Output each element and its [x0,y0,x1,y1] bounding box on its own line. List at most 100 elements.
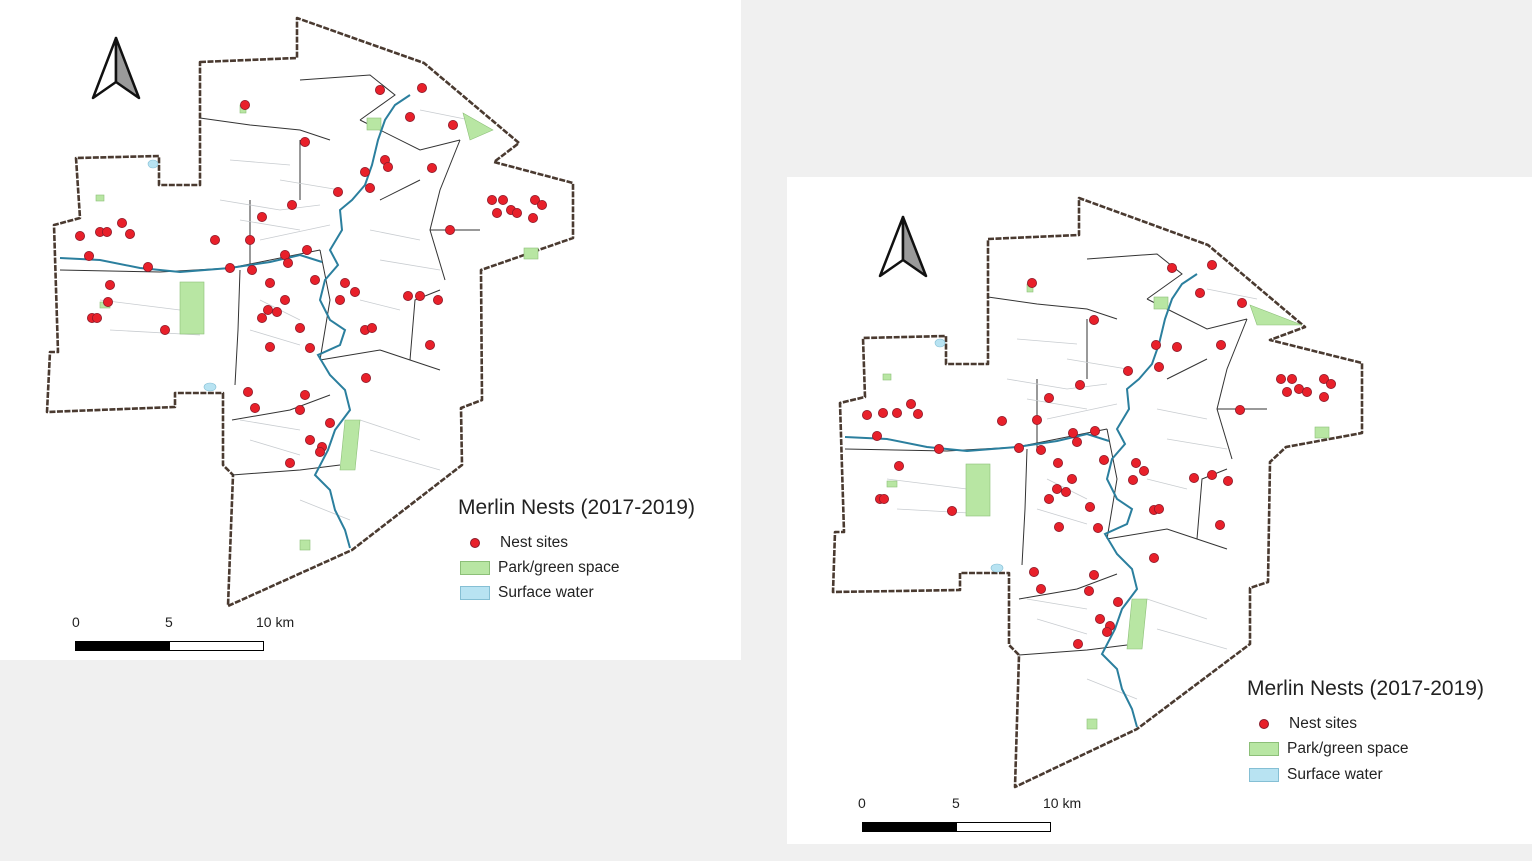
nest-site-marker [424,339,435,350]
nest-site-marker [299,136,310,147]
nest-site-marker [324,417,335,428]
map-canvas-left [45,16,575,608]
nest-site-marker [404,112,415,123]
nest-site-marker [1083,585,1094,596]
nest-site-marker [426,162,437,173]
nest-site-marker [512,207,523,218]
nest-site-marker [359,166,370,177]
nest-site-marker [1101,626,1112,637]
nest-site-marker [224,262,235,273]
nest-site-marker [142,261,153,272]
city-boundary [831,196,1364,789]
nest-site-marker [279,294,290,305]
map-canvas-right [831,196,1364,789]
nest-site-marker [1051,483,1062,494]
park-patch-icon [1249,742,1279,756]
nest-site-marker [1084,501,1095,512]
nest-site-marker [1035,444,1046,455]
scale-tick-label: 10 km [1043,795,1082,811]
nest-site-marker [332,186,343,197]
legend-item-water: Surface water [460,584,594,602]
nest-site-marker [1094,613,1105,624]
nest-site-marker [1072,638,1083,649]
scale-tick-label: 0 [858,795,866,811]
nest-site-marker [1031,414,1042,425]
nest-site-marker [1302,386,1313,397]
nest-site-marker [309,274,320,285]
nest-site-marker [1053,521,1064,532]
nest-site-marker [1098,454,1109,465]
nest-site-marker [862,409,873,420]
scale-tick-label: 0 [72,614,80,630]
nest-site-marker [209,234,220,245]
nest-site-marker [1236,298,1247,309]
nest-site-marker [1035,583,1046,594]
nest-site-marker [1092,522,1103,533]
nest-site-marker [1130,457,1141,468]
nest-site-marker [125,228,136,239]
nest-site-marker [294,322,305,333]
nest-site-marker [75,230,86,241]
nest-site-marker [1194,288,1205,299]
nest-site-marker [444,224,455,235]
nest-site-marker [1067,427,1078,438]
ward-boundaries [844,253,1267,656]
nest-site-marker [1112,596,1123,607]
nest-dot-icon [460,535,492,551]
nest-site-marker [339,277,350,288]
nest-site-marker [84,250,95,261]
nest-site-marker [1206,469,1217,480]
water-patch-icon [1249,768,1279,782]
park-areas [95,104,539,551]
nest-site-marker [1319,391,1330,402]
nest-site-marker [933,443,944,454]
nest-site-marker [102,226,113,237]
nest-site-marker [1127,474,1138,485]
nest-site-marker [416,83,427,94]
nest-site-marker [1122,365,1133,376]
nest-site-marker [946,505,957,516]
park-areas [882,283,1330,730]
nest-site-marker [1234,404,1245,415]
street-texture [99,109,471,521]
nest-site-marker [432,294,443,305]
nest-site-marker [334,294,345,305]
nest-site-marker [878,407,889,418]
nest-site-marker [360,372,371,383]
nest-site-marker [892,407,903,418]
legend-label: Surface water [1287,766,1383,783]
nest-site-marker [1138,465,1149,476]
nest-site-marker [286,199,297,210]
nest-site-marker [1188,472,1199,483]
scale-tick-label: 5 [952,795,960,811]
nest-site-marker [1043,392,1054,403]
nest-site-marker [374,85,385,96]
legend-item-nest-sites: Nest sites [460,534,568,552]
nest-site-marker [414,290,425,301]
nest-site-marker [530,194,541,205]
nest-site-marker [1028,566,1039,577]
nest-site-marker [301,244,312,255]
nest-site-marker [264,277,275,288]
nest-site-marker [528,212,539,223]
nest-site-marker [872,430,883,441]
legend-label: Nest sites [500,534,569,551]
nest-site-marker [349,286,360,297]
scale-bar [75,641,264,651]
legend-title: Merlin Nests (2017-2019) [458,496,695,519]
nest-site-marker [1060,486,1071,497]
nest-site-marker [271,306,282,317]
nest-site-marker [1206,260,1217,271]
scale-bar [862,822,1051,832]
nest-site-marker [1222,475,1233,486]
nest-site-marker [105,279,116,290]
nest-site-marker [996,415,1007,426]
scale-tick-label: 5 [165,614,173,630]
legend-label: Park/green space [1287,740,1409,757]
legend-title: Merlin Nests (2017-2019) [1247,677,1484,700]
nest-site-marker [402,290,413,301]
north-arrow-icon [91,36,141,100]
nest-site-marker [906,398,917,409]
nest-site-marker [1074,379,1085,390]
nest-site-marker [1166,263,1177,274]
